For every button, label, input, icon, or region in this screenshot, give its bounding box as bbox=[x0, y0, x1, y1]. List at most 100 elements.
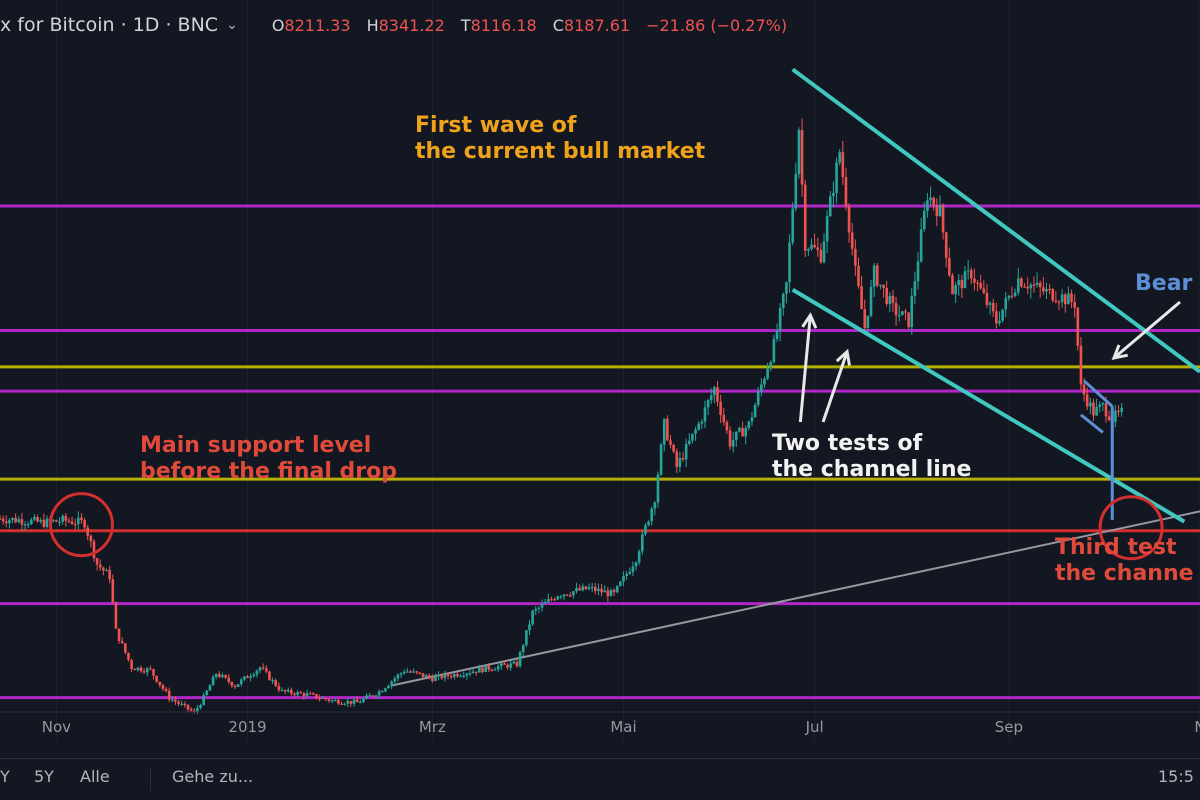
candle-body bbox=[45, 518, 49, 527]
candle-body bbox=[255, 670, 259, 675]
candle-body bbox=[127, 652, 130, 661]
chevron-down-icon[interactable]: ⌄ bbox=[226, 17, 238, 33]
two-tests-line-1: Two tests of bbox=[772, 431, 923, 456]
candle-body bbox=[1001, 309, 1004, 321]
candle-body bbox=[778, 308, 782, 331]
descending-channel bbox=[791, 67, 1200, 524]
main-support-annotation: Main support level before the final drop bbox=[140, 433, 397, 485]
candle-body bbox=[1063, 294, 1067, 305]
candle-body bbox=[1010, 295, 1014, 297]
candle-body bbox=[261, 667, 265, 669]
candle-body bbox=[80, 517, 83, 521]
candle-body bbox=[722, 414, 726, 423]
candle-body bbox=[781, 293, 785, 309]
goto-date-button[interactable]: Gehe zu... bbox=[172, 767, 254, 786]
candle-body bbox=[70, 521, 74, 525]
candle-body bbox=[186, 704, 190, 710]
candle-body bbox=[174, 699, 177, 702]
candle-body bbox=[117, 628, 121, 642]
candle-body bbox=[0, 518, 2, 520]
candle-body bbox=[662, 418, 666, 445]
candle-body bbox=[308, 693, 312, 695]
candle-body bbox=[935, 205, 939, 217]
toolbar-divider bbox=[150, 767, 151, 791]
candle-body bbox=[296, 692, 299, 696]
candle-body bbox=[991, 303, 995, 312]
candle-body bbox=[612, 589, 616, 593]
candle-body bbox=[399, 673, 403, 675]
candle-body bbox=[540, 603, 544, 608]
candle-body bbox=[988, 303, 992, 305]
candle-body bbox=[628, 571, 632, 574]
candle-body bbox=[33, 516, 36, 520]
candle-body bbox=[747, 421, 751, 428]
candle-body bbox=[374, 695, 378, 697]
candle-body bbox=[600, 588, 603, 593]
candle-body bbox=[822, 241, 826, 263]
candle-body bbox=[941, 204, 945, 233]
candle-body bbox=[218, 674, 221, 677]
candle-body bbox=[769, 362, 773, 369]
candle-body bbox=[36, 516, 39, 522]
bear-flag-lower bbox=[1080, 413, 1104, 434]
candle-body bbox=[857, 265, 860, 287]
candle-body bbox=[543, 602, 547, 604]
candle-body bbox=[427, 675, 431, 678]
candle-body bbox=[1085, 394, 1089, 407]
candle-body bbox=[365, 695, 368, 699]
candle-body bbox=[462, 675, 466, 677]
candle-body bbox=[659, 444, 663, 475]
candle-body bbox=[813, 244, 816, 248]
ohlc-high: H8341.22 bbox=[367, 16, 445, 35]
candle-body bbox=[1114, 410, 1117, 422]
symbol-title[interactable]: x for Bitcoin · 1D · BNC bbox=[0, 14, 219, 36]
candle-body bbox=[268, 671, 271, 681]
candle-body bbox=[95, 558, 99, 565]
candle-body bbox=[926, 200, 929, 211]
candle-body bbox=[327, 699, 331, 701]
x-tick-label: Nov bbox=[42, 718, 71, 736]
candle-body bbox=[838, 152, 841, 163]
candle-body bbox=[706, 400, 710, 408]
range-button-all[interactable]: Alle bbox=[80, 767, 110, 786]
candle-body bbox=[396, 674, 400, 679]
candle-body bbox=[51, 520, 55, 522]
arrow-bear-flag bbox=[1111, 300, 1181, 361]
candle-body bbox=[907, 312, 910, 328]
candle-body bbox=[763, 378, 766, 385]
candle-body bbox=[20, 519, 24, 525]
candle-body bbox=[816, 247, 820, 251]
candle-body bbox=[61, 515, 64, 522]
candle-body bbox=[973, 278, 976, 283]
candle-body bbox=[615, 585, 619, 593]
candle-body bbox=[271, 679, 274, 682]
range-button-5y[interactable]: 5Y bbox=[34, 767, 54, 786]
candle-body bbox=[192, 710, 196, 712]
range-button-y[interactable]: Y bbox=[0, 767, 10, 786]
candle-body bbox=[572, 591, 575, 596]
candle-body bbox=[177, 701, 180, 704]
candle-body bbox=[290, 689, 293, 694]
candle-body bbox=[415, 671, 419, 673]
candle-body bbox=[89, 535, 93, 542]
first-wave-line-1: First wave of bbox=[415, 113, 577, 138]
price-change: −21.86 (−0.27%) bbox=[646, 15, 788, 35]
candle-body bbox=[11, 517, 14, 521]
candle-body bbox=[810, 244, 813, 250]
main-support-line-2: before the final drop bbox=[140, 459, 398, 484]
ohlc-open: O8211.33 bbox=[272, 16, 351, 35]
candle-body bbox=[1045, 288, 1048, 292]
candle-body bbox=[594, 586, 597, 592]
candle-body bbox=[124, 643, 127, 653]
candle-body bbox=[468, 673, 472, 675]
candle-body bbox=[797, 130, 801, 174]
annotation-arrows bbox=[798, 300, 1181, 423]
candle-body bbox=[581, 586, 585, 591]
candle-body bbox=[446, 673, 450, 677]
candle-body bbox=[819, 250, 823, 263]
candle-body bbox=[860, 286, 863, 310]
candle-body bbox=[14, 517, 17, 523]
candle-body bbox=[553, 599, 556, 601]
